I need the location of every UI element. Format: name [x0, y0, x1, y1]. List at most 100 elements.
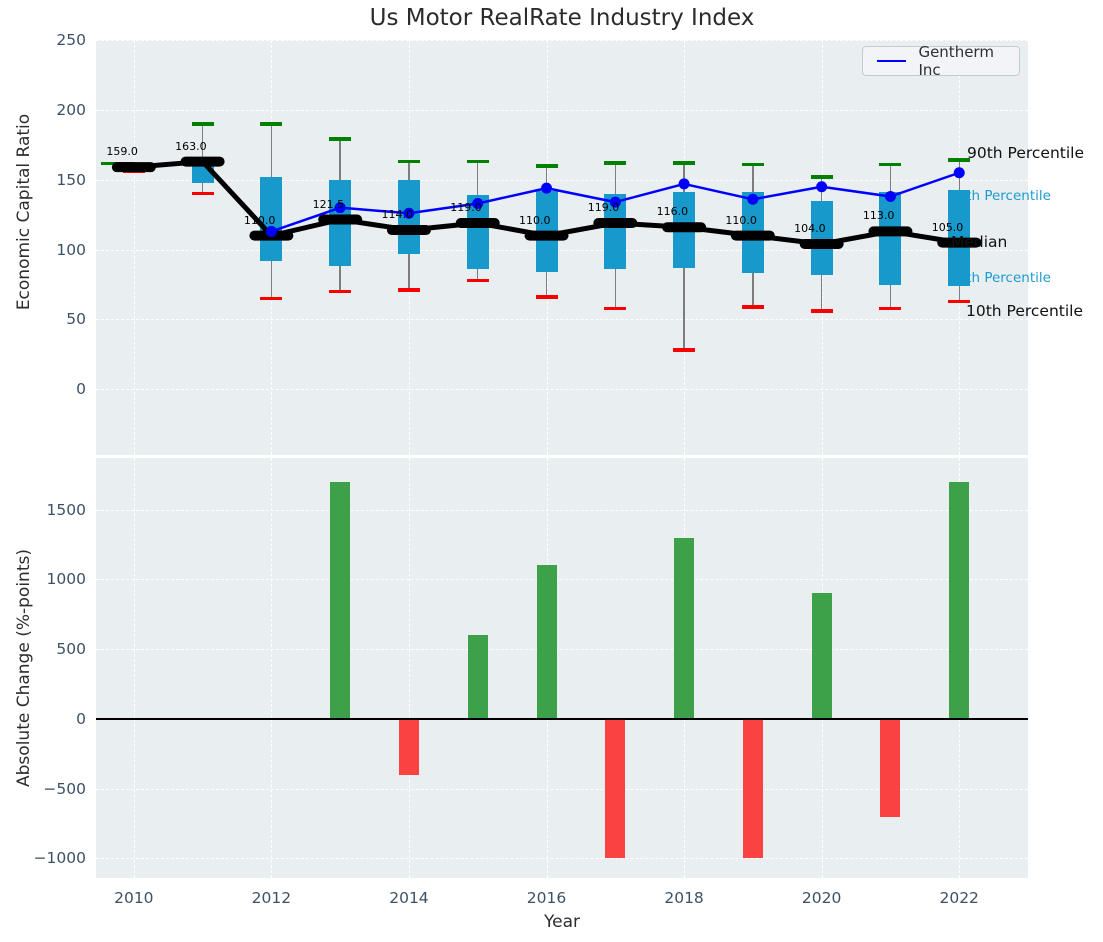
median-label-2019: 110.0	[725, 213, 757, 227]
median-label-2013: 121.5	[312, 197, 345, 211]
p90-cap-2012	[260, 122, 283, 126]
bottom-ytick-−1000: −1000	[33, 849, 86, 868]
change-bar-2017	[605, 718, 626, 859]
p10-cap-2013	[329, 289, 352, 294]
top-y-axis-label: Economic Capital Ratio	[14, 113, 34, 311]
gridline	[133, 40, 135, 455]
chart-title: Us Motor RealRate Industry Index	[369, 5, 755, 31]
median-point-2019	[730, 230, 775, 241]
company-point-2017	[609, 196, 621, 208]
median-point-2016	[524, 230, 569, 241]
annotation-25th-percentile: 25th Percentile	[949, 270, 1051, 286]
bottom-ytick-500: 500	[56, 640, 86, 659]
p90-cap-2017	[604, 161, 627, 165]
gridline	[96, 179, 1028, 181]
top-ytick-200: 200	[56, 100, 86, 119]
median-label-2022: 105.0	[931, 220, 964, 234]
median-point-2021	[868, 226, 913, 237]
annotation-10th-percentile: 10th Percentile	[966, 302, 1084, 320]
gridline	[408, 458, 410, 878]
gridline	[96, 109, 1028, 111]
change-bar-2013	[330, 481, 351, 719]
median-label-2012: 110.0	[243, 213, 276, 227]
median-label-2014: 114.0	[381, 208, 413, 222]
gridline	[96, 788, 1028, 790]
iqr-box-2015	[466, 195, 489, 270]
xtick-2012: 2012	[251, 889, 292, 907]
p90-cap-2022	[948, 158, 971, 162]
bottom-ytick-−500: −500	[43, 779, 86, 798]
p10-cap-2016	[535, 295, 558, 299]
median-label-2018: 116.0	[656, 205, 689, 219]
xtick-2016: 2016	[526, 889, 567, 907]
iqr-box-2017	[604, 193, 627, 270]
xtick-2020: 2020	[801, 889, 842, 907]
top-ytick-250: 250	[56, 31, 86, 49]
median-label-2010: 159.0	[106, 145, 138, 159]
gridline	[96, 389, 1028, 391]
change-bar-2018	[674, 537, 695, 719]
gridline	[96, 40, 1028, 41]
p10-cap-2012	[260, 296, 283, 301]
p10-cap-2018	[673, 348, 696, 352]
change-bar-2021	[880, 718, 901, 817]
top-ytick-150: 150	[56, 170, 86, 189]
p90-cap-2014	[397, 159, 420, 164]
median-label-2020: 104.0	[794, 222, 826, 235]
median-label-2021: 113.0	[862, 209, 895, 223]
xtick-2022: 2022	[939, 889, 979, 907]
xtick-2014: 2014	[389, 889, 429, 907]
p10-cap-2011	[191, 191, 214, 196]
top-ytick-50: 50	[66, 310, 86, 329]
median-point-2022	[937, 237, 982, 248]
gridline	[96, 649, 1028, 651]
change-bar-2022	[949, 481, 970, 719]
company-point-2015	[472, 197, 484, 209]
p90-cap-2013	[329, 137, 352, 141]
legend-label: Gentherm Inc	[918, 43, 994, 79]
company-point-2012	[265, 225, 277, 237]
annotation-75th-percentile: 75th Percentile	[949, 188, 1051, 204]
p10-cap-2014	[397, 288, 420, 292]
median-point-2015	[455, 218, 500, 229]
p10-cap-2017	[604, 306, 627, 311]
company-point-2018	[678, 178, 690, 190]
bottom-plot-area	[96, 458, 1028, 878]
median-point-2010	[111, 162, 156, 173]
iqr-box-2021	[879, 192, 902, 285]
median-point-2014	[386, 225, 431, 236]
top-ytick-100: 100	[56, 240, 86, 259]
gridline	[96, 858, 1028, 860]
company-point-2014	[403, 207, 415, 219]
change-bar-2019	[742, 718, 763, 859]
annotation-median: Median	[951, 233, 1008, 251]
company-point-2020	[816, 181, 828, 193]
gridline	[96, 509, 1028, 511]
median-point-2013	[318, 214, 363, 225]
top-chart-lines	[111, 156, 982, 250]
x-axis-label: Year	[544, 912, 580, 932]
median-label-2015: 119.0	[450, 201, 482, 215]
p10-cap-2022	[948, 299, 971, 304]
xtick-2010: 2010	[114, 889, 154, 907]
median-point-2020	[799, 239, 844, 250]
p10-cap-2021	[879, 306, 902, 311]
p90-cap-2016	[535, 164, 558, 168]
p10-cap-2019	[741, 305, 764, 309]
change-bar-2020	[811, 593, 832, 719]
change-bar-2015	[467, 635, 488, 719]
iqr-box-2020	[810, 200, 833, 275]
bottom-ytick-0: 0	[76, 709, 86, 728]
company-point-2016	[541, 182, 553, 194]
bottom-ytick-1500: 1500	[46, 500, 86, 519]
p10-cap-2015	[466, 278, 489, 283]
p90-cap-2019	[741, 162, 764, 167]
change-bar-2014	[398, 718, 419, 775]
company-point-2013	[334, 202, 346, 214]
median-point-2018	[662, 222, 707, 233]
gridline	[96, 249, 1028, 251]
gridline	[271, 458, 273, 878]
median-point-2011	[180, 156, 225, 167]
legend: Gentherm Inc	[862, 43, 1020, 79]
